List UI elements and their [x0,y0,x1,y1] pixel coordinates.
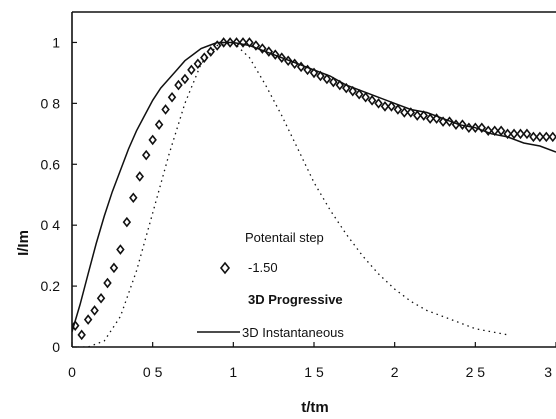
x-tick-label: 1 5 [304,364,324,380]
diamond-point [103,277,112,289]
diamond-point [180,73,190,85]
x-tick-label: 0 [68,364,76,380]
diamond-point [135,171,144,182]
diamond-point [90,305,99,316]
series-diamonds [72,37,556,341]
y-tick-label: 0 4 [41,217,61,233]
diamond-point [535,131,545,143]
ticks-layer: 0 0 5 1 1 5 2 2 5 3 0 0.2 0 4 0.6 0 8 1 [41,34,556,380]
diamond-point [161,104,170,115]
diamond-point [496,125,506,137]
diamond-point [167,91,177,103]
legend: Potentail step -1.50 3D Progressive 3D I… [197,230,344,340]
plot-area [72,37,556,347]
series-instantaneous-line [72,41,556,333]
diamond-point [96,292,106,304]
legend-instantaneous-label: 3D Instantaneous [242,325,344,340]
diamond-point [419,110,428,121]
diamond-point [413,110,422,121]
diamond-point [316,70,325,82]
diamond-point [503,128,512,140]
diamond-point [148,134,157,146]
legend-marker-label: -1.50 [248,260,278,275]
y-tick-label: 0.6 [41,156,61,172]
diamond-point [238,37,248,48]
diamond-point [522,128,532,140]
y-tick-label: 1 [52,34,60,50]
y-axis-title: I/Im [15,230,32,256]
diamond-point [187,64,196,76]
diamond-point [122,216,132,228]
diamond-point [193,58,203,70]
diamond-point [361,91,370,103]
diamond-point [200,52,209,63]
legend-title: Potentail step [245,230,324,245]
legend-diamond-marker [219,261,231,275]
diamond-point [509,128,519,140]
y-tick-label: 0 8 [41,95,61,111]
diamond-point [154,119,164,130]
y-tick-label: 0.2 [41,278,61,294]
diamond-point [83,314,93,325]
diamond-point [174,79,183,91]
diamond-point [529,131,538,143]
diamond-point [393,104,403,115]
diamond-point [348,85,357,97]
diamond-point [367,95,377,106]
diamond-point [548,131,556,143]
y-tick-label: 0 [52,339,60,355]
diamond-point [141,149,151,161]
x-axis-title: t/tm [301,399,329,416]
diamond-point [425,113,435,124]
diamond-point [129,192,138,204]
x-tick-label: 3 [544,364,552,380]
diamond-point [72,320,80,331]
diamond-point [387,101,396,112]
diamond-point [322,73,332,85]
diamond-point [374,98,383,109]
diamond-point [206,46,215,57]
x-tick-label: 2 [391,364,399,380]
diamond-point [77,329,86,341]
diamond-point [116,244,125,255]
x-tick-label: 2 5 [466,364,486,380]
diamond-point [542,131,551,143]
series-layer [72,37,556,347]
diamond-point [109,262,119,274]
diamond-point [516,128,525,140]
diamond-point [400,107,409,118]
x-tick-label: 1 [229,364,237,380]
diamond-point [329,76,338,88]
diamond-point [354,88,364,100]
legend-progressive-label: 3D Progressive [248,292,343,307]
diamond-point [380,101,390,112]
x-tick-label: 0 5 [143,364,163,380]
